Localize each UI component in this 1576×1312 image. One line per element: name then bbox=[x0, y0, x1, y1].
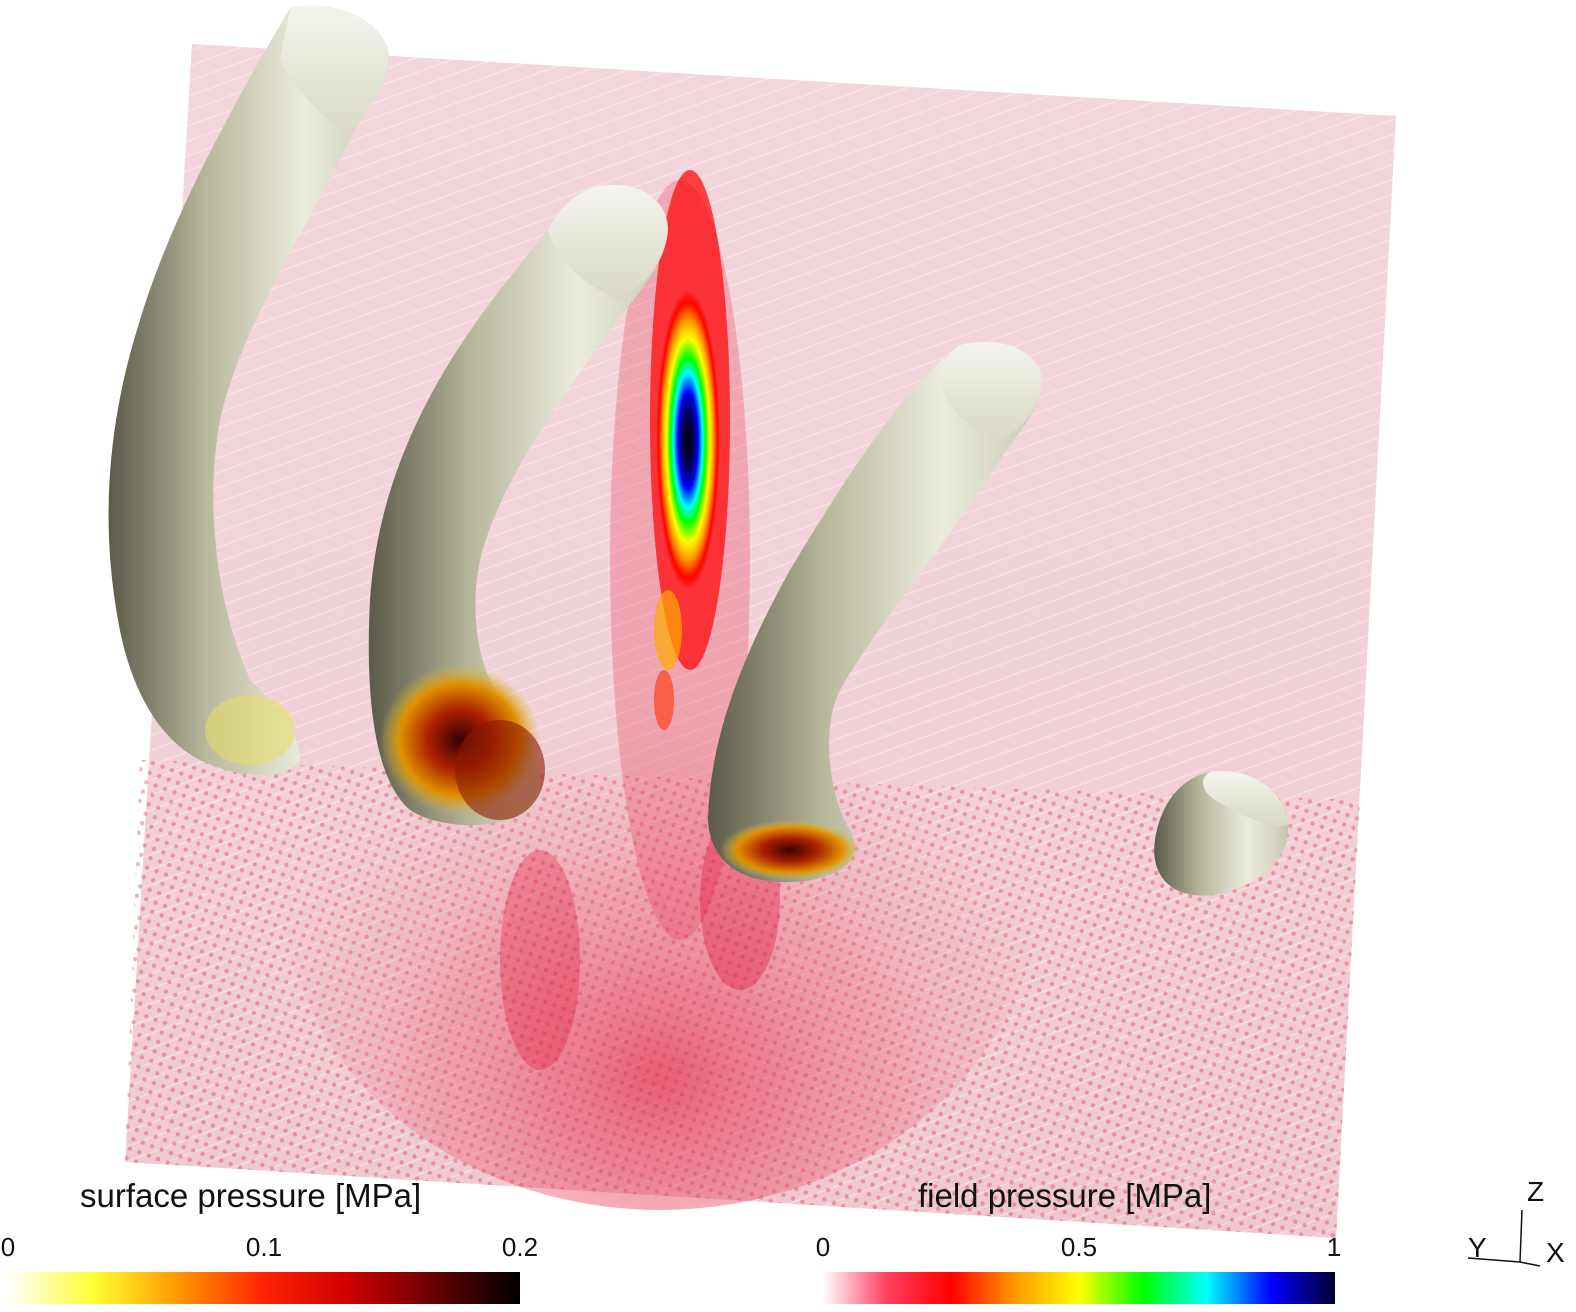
bone-segment-2 bbox=[368, 184, 668, 825]
axis-label-z: Z bbox=[1527, 1176, 1545, 1207]
surface-pressure-colorbar bbox=[8, 1272, 520, 1304]
surface-tick-1: 0.1 bbox=[245, 1232, 283, 1262]
surface-tick-2: 0.2 bbox=[501, 1232, 539, 1262]
axes-triad bbox=[1467, 1209, 1541, 1267]
focal-spot bbox=[656, 290, 720, 590]
field-tick-0: 0 bbox=[815, 1232, 831, 1262]
axis-label-x: X bbox=[1546, 1237, 1565, 1268]
field-tick-2: 1 bbox=[1326, 1232, 1342, 1262]
bone-segment-1 bbox=[108, 5, 389, 775]
bone-segment-4 bbox=[1154, 771, 1289, 896]
field-pressure-colorbar bbox=[823, 1272, 1335, 1304]
surface-tick-0: 0 bbox=[0, 1232, 16, 1262]
axis-label-y: Y bbox=[1468, 1232, 1487, 1263]
field-tick-1: 0.5 bbox=[1060, 1232, 1098, 1262]
bone-segment-3 bbox=[708, 341, 1042, 883]
field-pressure-title: field pressure [MPa] bbox=[918, 1177, 1212, 1214]
surface-pressure-title: surface pressure [MPa] bbox=[80, 1177, 422, 1214]
